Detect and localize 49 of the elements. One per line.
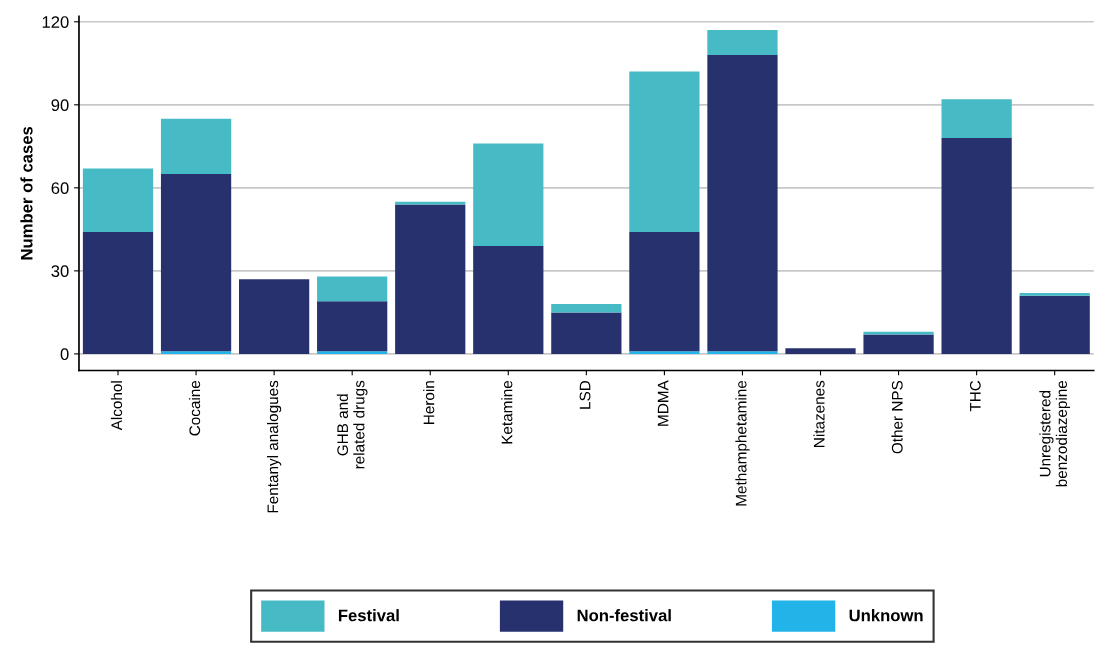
- x-tick-label: Alcohol: [110, 381, 123, 431]
- legend-label: Festival: [338, 609, 399, 622]
- bar: [160, 174, 232, 352]
- x-tick-label: Heroin: [423, 381, 435, 424]
- x-tick-label: Nitazenes: [813, 380, 825, 447]
- x-tick-label: Other NPS: [891, 380, 903, 454]
- bar: [863, 334, 934, 354]
- y-tick-label: 120: [42, 16, 69, 28]
- bar: [707, 55, 778, 352]
- bar: [82, 168, 154, 233]
- bar: [317, 351, 388, 354]
- bar: [473, 143, 544, 246]
- bar: [941, 138, 1012, 354]
- legend-label: Non-festival: [577, 609, 671, 622]
- bar: [160, 351, 232, 354]
- bar: [473, 245, 544, 354]
- bar: [317, 301, 388, 352]
- x-tick-label: Fentanyl analogues: [267, 380, 282, 513]
- bar: [551, 304, 622, 313]
- x-tick-label: Methamphetamine: [735, 380, 750, 506]
- x-tick-label: Unregistered benzodiazepine: [1039, 380, 1071, 487]
- bar: [239, 279, 310, 354]
- bar: [551, 312, 622, 354]
- bar: [785, 348, 856, 354]
- x-tick-label: Cocaine: [188, 380, 201, 436]
- x-tick-label: Ketamine: [501, 380, 513, 444]
- x-tick-label: THC: [969, 380, 981, 412]
- x-tick-label: GHB and related drugs: [336, 380, 368, 469]
- bar: [317, 276, 388, 302]
- bar: [160, 118, 232, 174]
- bar: [629, 351, 700, 354]
- bar: [629, 71, 700, 233]
- bar: [629, 232, 700, 352]
- bar: [863, 331, 934, 335]
- bar: [707, 351, 778, 354]
- bar: [395, 204, 466, 354]
- bar: [1019, 295, 1090, 354]
- y-tick-label: 60: [51, 182, 69, 195]
- y-tick-label: 90: [51, 99, 69, 112]
- bar: [82, 232, 154, 354]
- bar: [941, 99, 1012, 139]
- bar: [1019, 293, 1090, 296]
- x-tick-label: MDMA: [657, 380, 669, 426]
- y-axis-title: Number of cases: [20, 126, 33, 260]
- y-tick-label: 30: [51, 265, 69, 278]
- bar: [707, 30, 778, 55]
- y-tick-label: 0: [60, 348, 69, 361]
- x-tick-label: LSD: [579, 380, 591, 409]
- legend-label: Unknown: [849, 609, 923, 622]
